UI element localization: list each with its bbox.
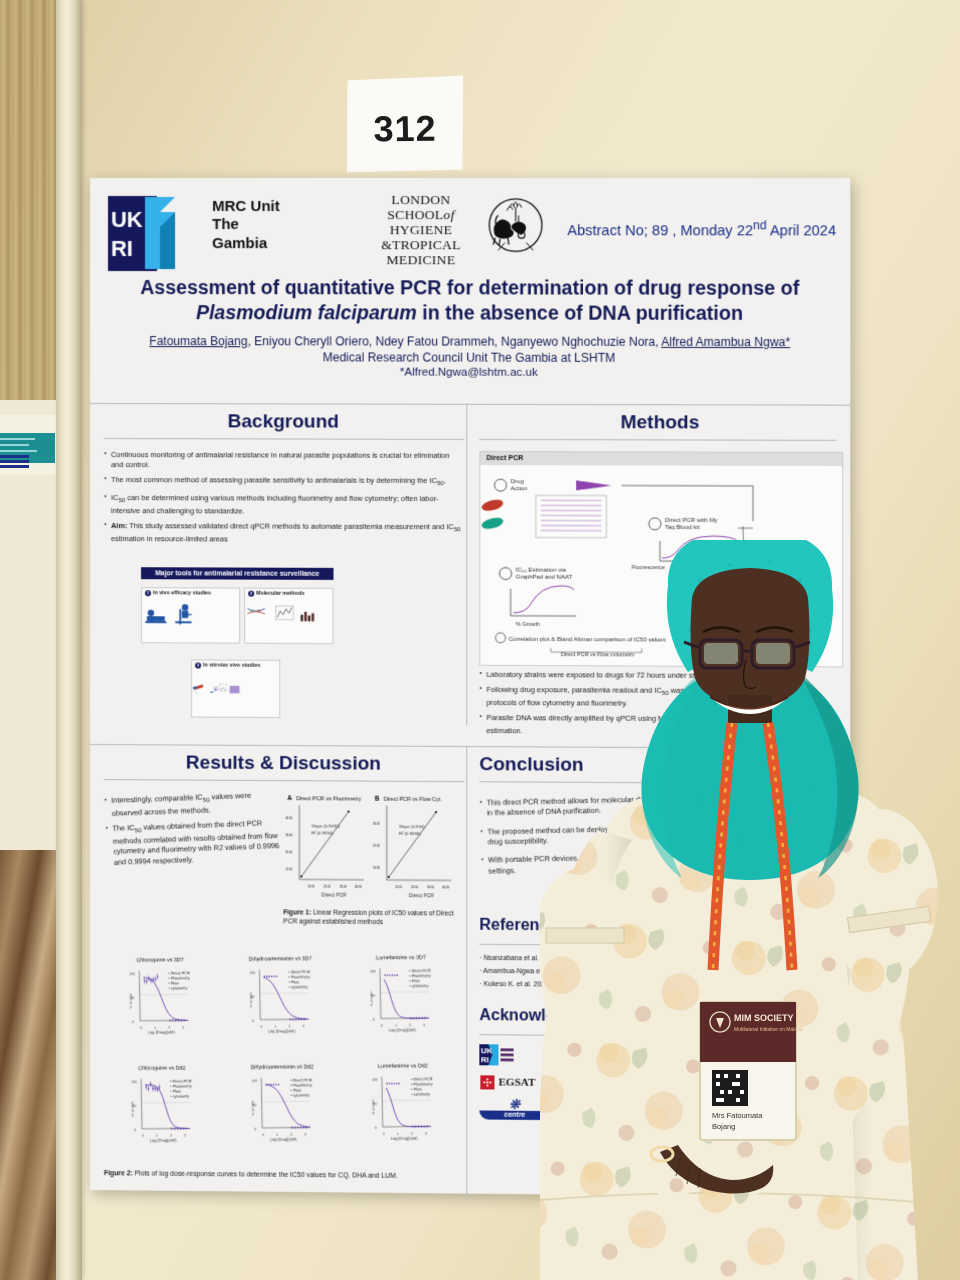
svg-text:3: 3 <box>423 1023 425 1027</box>
svg-text:Direct PCR with My: Direct PCR with My <box>665 518 717 524</box>
svg-text:Mrs Fatoumata: Mrs Fatoumata <box>712 1111 763 1120</box>
svg-text:200: 200 <box>285 849 293 854</box>
svg-text:300: 300 <box>340 884 348 889</box>
svg-text:0: 0 <box>140 1026 142 1030</box>
svg-text:400: 400 <box>285 815 293 820</box>
svg-text:% Growth: % Growth <box>516 622 540 628</box>
svg-text:Action: Action <box>511 486 528 492</box>
svg-text:3: 3 <box>182 1025 184 1029</box>
svg-text:R² (0.9994): R² (0.9994) <box>311 830 333 835</box>
svg-text:300: 300 <box>285 832 293 837</box>
svg-text:Direct PCR: Direct PCR <box>321 893 346 899</box>
svg-text:Direct PCR vs Fluorimetry: Direct PCR vs Fluorimetry <box>296 796 361 802</box>
svg-text:100: 100 <box>285 866 293 871</box>
svg-text:Slope (0.934): Slope (0.934) <box>399 824 425 829</box>
svg-text:% Growth: % Growth <box>249 992 253 1008</box>
svg-text:0: 0 <box>252 1019 254 1023</box>
svg-text:3: 3 <box>304 1132 306 1136</box>
svg-text:0: 0 <box>254 1127 256 1131</box>
svg-text:R² (0.9996): R² (0.9996) <box>399 831 421 836</box>
svg-text:3: 3 <box>184 1133 186 1137</box>
svg-text:0: 0 <box>381 1024 383 1028</box>
svg-text:0: 0 <box>375 1126 377 1130</box>
svg-text:% Growth: % Growth <box>370 991 374 1007</box>
svg-text:400: 400 <box>355 884 363 889</box>
svg-text:UK: UK <box>481 1047 493 1056</box>
svg-text:100: 100 <box>370 969 376 973</box>
svg-text:400: 400 <box>442 884 450 889</box>
svg-text:100: 100 <box>395 884 403 889</box>
svg-text:0: 0 <box>262 1133 264 1137</box>
svg-text:100: 100 <box>251 1079 257 1083</box>
svg-text:RI: RI <box>111 236 133 261</box>
svg-text:100: 100 <box>131 1080 137 1084</box>
svg-text:0: 0 <box>134 1128 136 1132</box>
svg-text:100: 100 <box>129 972 135 976</box>
svg-text:200: 200 <box>411 884 419 889</box>
svg-text:100: 100 <box>307 883 315 888</box>
svg-text:UK: UK <box>111 207 143 232</box>
svg-text:% Growth: % Growth <box>372 1099 376 1115</box>
svg-text:0: 0 <box>142 1134 144 1138</box>
svg-text:100: 100 <box>249 971 255 975</box>
svg-text:200: 200 <box>323 884 331 889</box>
svg-text:300: 300 <box>373 821 381 826</box>
svg-text:RI: RI <box>481 1056 489 1065</box>
svg-text:Drug: Drug <box>511 479 524 485</box>
svg-text:MIM SOCIETY: MIM SOCIETY <box>734 1013 794 1023</box>
svg-text:Bojang: Bojang <box>712 1122 735 1131</box>
svg-text:0: 0 <box>383 1132 385 1136</box>
svg-text:Taq Blood kit: Taq Blood kit <box>665 525 700 531</box>
svg-text:Multilateral Initiative on Mal: Multilateral Initiative on Malaria <box>734 1027 803 1033</box>
svg-text:% Growth: % Growth <box>129 993 133 1009</box>
svg-text:Slope (0.9635): Slope (0.9635) <box>311 823 340 828</box>
svg-text:0: 0 <box>132 1020 134 1024</box>
svg-text:% Growth: % Growth <box>131 1101 135 1117</box>
svg-text:100: 100 <box>373 865 381 870</box>
svg-text:200: 200 <box>373 843 381 848</box>
svg-text:0: 0 <box>373 1018 375 1022</box>
svg-text:300: 300 <box>427 884 435 889</box>
svg-text:% Growth: % Growth <box>251 1100 255 1116</box>
svg-text:3: 3 <box>303 1024 305 1028</box>
svg-text:Direct PCR: Direct PCR <box>409 893 434 899</box>
svg-text:3: 3 <box>425 1131 427 1135</box>
svg-text:A: A <box>287 795 292 802</box>
svg-text:100: 100 <box>372 1078 378 1082</box>
svg-text:Direct PCR vs Flow Cyt.: Direct PCR vs Flow Cyt. <box>384 797 442 803</box>
svg-text:0: 0 <box>260 1025 262 1029</box>
svg-text:B: B <box>375 796 380 803</box>
